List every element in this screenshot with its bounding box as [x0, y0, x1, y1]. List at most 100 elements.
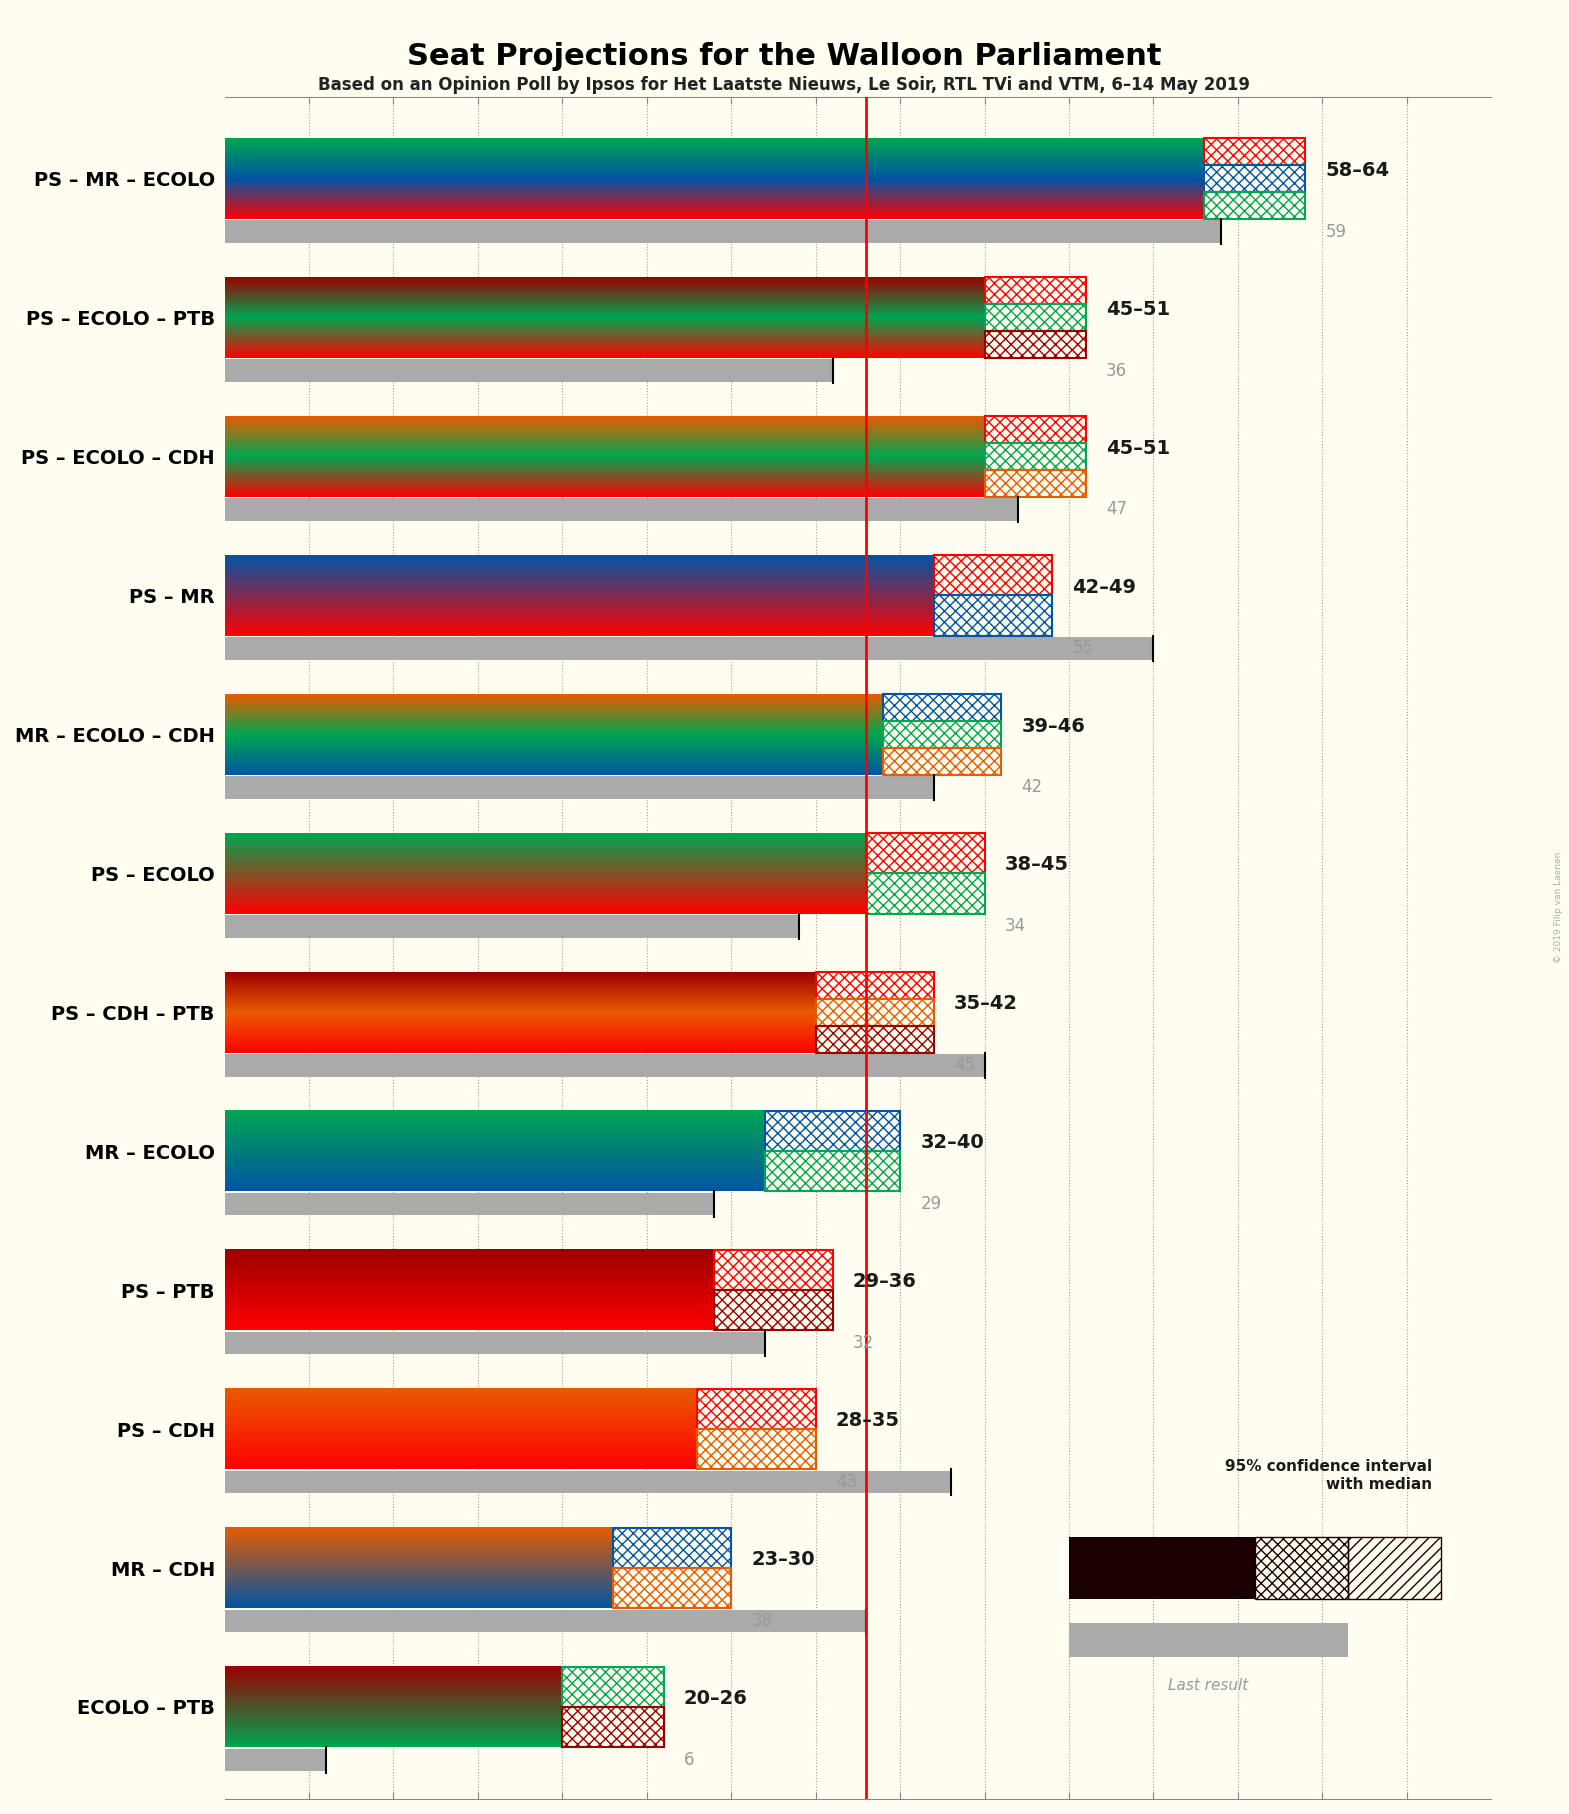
- Bar: [698, 1429, 816, 1469]
- Bar: [883, 695, 1001, 720]
- Bar: [816, 972, 934, 1000]
- Bar: [766, 1152, 901, 1192]
- Bar: [883, 695, 1001, 720]
- Bar: [714, 1290, 833, 1330]
- Bar: [1348, 1536, 1440, 1600]
- Bar: [934, 595, 1053, 635]
- Text: 20–26: 20–26: [684, 1689, 748, 1709]
- Text: 45: 45: [954, 1056, 976, 1074]
- Bar: [866, 873, 985, 914]
- Bar: [224, 1609, 866, 1633]
- Text: 42–49: 42–49: [1072, 577, 1136, 597]
- Bar: [985, 415, 1086, 443]
- Bar: [816, 972, 934, 1000]
- Bar: [766, 1110, 901, 1152]
- Bar: [985, 443, 1086, 470]
- Text: 34: 34: [1004, 918, 1026, 936]
- Text: 29: 29: [921, 1195, 941, 1214]
- Bar: [985, 278, 1086, 305]
- Bar: [224, 914, 799, 938]
- Bar: [985, 330, 1086, 357]
- Bar: [224, 1054, 985, 1076]
- Text: Based on an Opinion Poll by Ipsos for Het Laatste Nieuws, Le Soir, RTL TVi and V: Based on an Opinion Poll by Ipsos for He…: [319, 76, 1250, 94]
- Bar: [714, 1290, 833, 1330]
- Bar: [1068, 1624, 1348, 1656]
- Bar: [816, 972, 934, 1000]
- Text: 23–30: 23–30: [752, 1551, 816, 1569]
- Bar: [934, 595, 1053, 635]
- Bar: [883, 720, 1001, 747]
- Bar: [816, 1000, 934, 1025]
- Bar: [985, 305, 1086, 330]
- Bar: [883, 720, 1001, 747]
- Bar: [934, 595, 1053, 635]
- Text: 95% confidence interval
with median: 95% confidence interval with median: [1225, 1458, 1432, 1491]
- Bar: [562, 1667, 664, 1707]
- Bar: [985, 330, 1086, 357]
- Bar: [714, 1250, 833, 1290]
- Bar: [985, 305, 1086, 330]
- Bar: [883, 747, 1001, 775]
- Bar: [883, 695, 1001, 720]
- Bar: [816, 1000, 934, 1025]
- Bar: [883, 747, 1001, 775]
- Bar: [1203, 138, 1305, 165]
- Bar: [562, 1707, 664, 1747]
- Bar: [985, 415, 1086, 443]
- Bar: [1255, 1536, 1348, 1600]
- Bar: [613, 1567, 731, 1609]
- Bar: [562, 1667, 664, 1707]
- Bar: [613, 1527, 731, 1567]
- Bar: [883, 747, 1001, 775]
- Bar: [866, 873, 985, 914]
- Bar: [766, 1110, 901, 1152]
- Bar: [816, 1025, 934, 1052]
- Text: 58–64: 58–64: [1326, 161, 1390, 180]
- Text: 35–42: 35–42: [954, 994, 1018, 1014]
- Bar: [1203, 192, 1305, 219]
- Bar: [866, 833, 985, 873]
- Bar: [934, 555, 1053, 595]
- Text: 55: 55: [1072, 639, 1094, 657]
- Bar: [1348, 1536, 1440, 1600]
- Bar: [866, 833, 985, 873]
- Bar: [766, 1110, 901, 1152]
- Bar: [1348, 1536, 1440, 1600]
- Text: 59: 59: [1326, 223, 1346, 241]
- Text: 28–35: 28–35: [836, 1411, 901, 1429]
- Bar: [985, 470, 1086, 497]
- Text: © 2019 Filip van Laenen: © 2019 Filip van Laenen: [1553, 851, 1563, 963]
- Bar: [714, 1250, 833, 1290]
- Bar: [698, 1429, 816, 1469]
- Bar: [1255, 1536, 1348, 1600]
- Bar: [985, 415, 1086, 443]
- Text: 36: 36: [1106, 361, 1127, 379]
- Bar: [224, 1471, 951, 1493]
- Bar: [866, 873, 985, 914]
- Bar: [1203, 165, 1305, 192]
- Bar: [1203, 138, 1305, 165]
- Text: 47: 47: [1106, 501, 1127, 519]
- Bar: [698, 1429, 816, 1469]
- Bar: [562, 1667, 664, 1707]
- Text: 43: 43: [836, 1473, 857, 1491]
- Bar: [816, 1000, 934, 1025]
- Bar: [816, 1025, 934, 1052]
- Text: 39–46: 39–46: [1021, 717, 1086, 735]
- Bar: [985, 330, 1086, 357]
- Bar: [985, 305, 1086, 330]
- Bar: [1068, 1536, 1255, 1600]
- Bar: [985, 278, 1086, 305]
- Bar: [613, 1527, 731, 1567]
- Text: 38: 38: [752, 1613, 772, 1631]
- Text: 29–36: 29–36: [854, 1272, 916, 1292]
- Bar: [714, 1250, 833, 1290]
- Bar: [1203, 165, 1305, 192]
- Text: 45–51: 45–51: [1106, 299, 1170, 319]
- Bar: [934, 555, 1053, 595]
- Bar: [562, 1707, 664, 1747]
- Bar: [1203, 138, 1305, 165]
- Bar: [985, 470, 1086, 497]
- Bar: [698, 1390, 816, 1429]
- Bar: [698, 1390, 816, 1429]
